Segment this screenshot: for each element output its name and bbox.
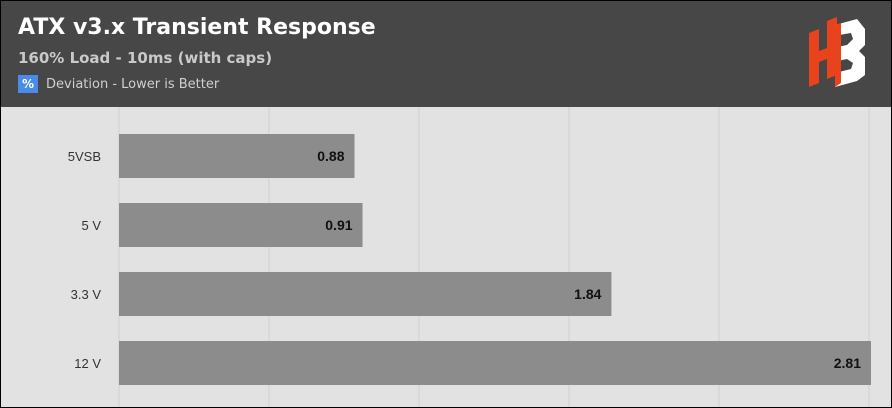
hb-logo-icon bbox=[809, 17, 865, 87]
value-label: 1.84 bbox=[574, 286, 601, 302]
chart-title: ATX v3.x Transient Response bbox=[18, 15, 376, 40]
legend-label: Deviation - Lower is Better bbox=[46, 76, 220, 92]
category-label: 5 V bbox=[81, 218, 101, 233]
bar bbox=[119, 134, 355, 178]
bar bbox=[119, 203, 363, 247]
plot-area: 5VSB 0.88 5 V 0.91 3.3 V 1.84 12 V 2.81 bbox=[1, 107, 891, 407]
category-label: 5VSB bbox=[68, 149, 101, 164]
category-label: 3.3 V bbox=[71, 287, 102, 302]
category-label: 12 V bbox=[74, 356, 101, 371]
bar bbox=[119, 341, 871, 385]
legend: % Deviation - Lower is Better bbox=[18, 75, 219, 93]
chart-header: ATX v3.x Transient Response 160% Load - … bbox=[1, 1, 891, 107]
bar bbox=[119, 272, 612, 316]
bar-chart: 5VSB 0.88 5 V 0.91 3.3 V 1.84 12 V 2.81 bbox=[68, 107, 871, 407]
percent-icon: % bbox=[18, 75, 38, 93]
value-label: 0.88 bbox=[317, 148, 344, 164]
chart-subtitle: 160% Load - 10ms (with caps) bbox=[18, 49, 273, 67]
value-label: 0.91 bbox=[325, 217, 352, 233]
value-label: 2.81 bbox=[834, 355, 861, 371]
